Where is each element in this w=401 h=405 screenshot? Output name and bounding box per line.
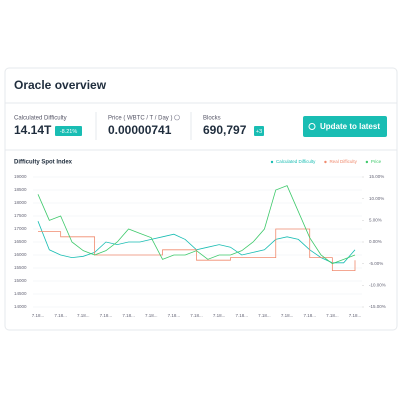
y2-tick-label: -15.00% (369, 304, 386, 309)
x-tick-label: 7.18... (258, 313, 271, 318)
y2-tick-label: 0.00% (369, 239, 382, 244)
chart-title: Difficulty Spot Index (14, 160, 73, 166)
legend-label: Price (371, 159, 382, 164)
stat-value: 0.00000741 (108, 123, 172, 137)
x-tick-label: 7.18... (122, 313, 135, 318)
x-tick-label: 7.18... (303, 313, 316, 318)
legend-label: Calculated Difficulty (276, 159, 316, 164)
y-tick-label: 17500 (14, 213, 27, 218)
x-tick-label: 7.18... (32, 313, 45, 318)
x-tick-label: 7.18... (281, 313, 294, 318)
y-tick-label: 15000 (14, 278, 27, 283)
x-tick-label: 7.18... (100, 313, 113, 318)
badge (254, 126, 264, 136)
stat-label: Calculated Difficulty (14, 116, 67, 122)
stat-value: 14.14T (14, 123, 52, 137)
legend-marker (270, 160, 274, 164)
stat-value: 690,797 (203, 123, 247, 137)
x-tick-label: 7.18... (213, 313, 226, 318)
badge (55, 126, 82, 136)
y-tick-label: 16000 (14, 252, 27, 257)
y-tick-label: 14000 (14, 304, 27, 309)
y2-tick-label: 5.00% (369, 218, 382, 223)
y-tick-label: 19000 (14, 174, 27, 179)
chart: 19000 18500 18000 17500 17000 16500 16000 15500… (14, 159, 386, 318)
refresh-icon (308, 123, 316, 130)
x-tick-label: 7.18... (326, 313, 339, 318)
stat-label: Blocks (203, 116, 221, 122)
badge-text: +3 (256, 129, 262, 135)
y2-tick-label: 10.00% (369, 196, 384, 201)
series-line (38, 228, 356, 271)
badge-text: -8.21% (60, 129, 78, 135)
y-tick-label: 16500 (14, 239, 27, 244)
legend-marker (365, 160, 369, 164)
x-tick-label: 7.18... (145, 313, 158, 318)
info-icon[interactable] (174, 114, 180, 121)
stat-label: Price ( WBTC / T / Day ) (108, 116, 172, 122)
x-tick-label: 7.18... (349, 313, 362, 318)
y2-tick-label: -10.00% (369, 283, 386, 288)
legend-marker (324, 160, 327, 164)
card-title: Oracle overview (14, 78, 107, 92)
y-tick-label: 18500 (14, 187, 27, 192)
update-button[interactable] (303, 116, 387, 137)
series-line (37, 185, 356, 265)
legend-label: Real Difficulty (329, 159, 357, 164)
button-label[interactable]: Update to latest (320, 122, 380, 131)
x-tick-label: 7.18... (168, 313, 181, 318)
y2-tick-label: 15.00% (369, 174, 384, 179)
y-tick-label: 18000 (14, 200, 27, 205)
y-tick-label: 15500 (14, 265, 27, 270)
x-tick-label: 7.18... (190, 313, 203, 318)
x-tick-label: 7.18... (77, 313, 90, 318)
x-tick-label: 7.18... (236, 313, 249, 318)
y2-tick-label: -5.00% (369, 261, 383, 266)
y-tick-label: 14500 (14, 291, 27, 296)
y-tick-label: 17000 (14, 226, 27, 231)
x-tick-label: 7.18... (54, 313, 67, 318)
card (4, 67, 398, 331)
